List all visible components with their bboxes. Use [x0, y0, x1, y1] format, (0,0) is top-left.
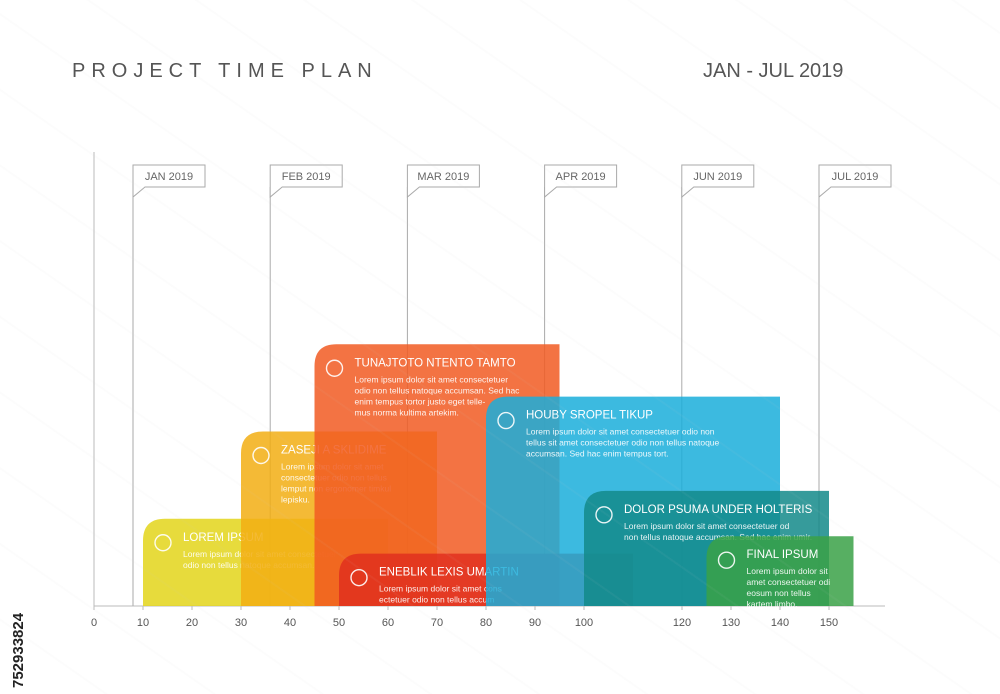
puzzle-icon [252, 446, 270, 465]
x-tick-label: 30 [235, 617, 247, 629]
task-title: DOLOR PSUMA UNDER HOLTERIS [624, 504, 813, 516]
milestone-label: FEB 2019 [282, 171, 331, 183]
task-description-line: enim tempus tortor justo eget telle- [355, 396, 486, 406]
x-tick-label: 120 [673, 617, 691, 629]
x-tick-label: 150 [820, 617, 838, 629]
gears-icon [595, 506, 613, 524]
task-description-line: Lorem ipsum dolor sit amet consectetuer [355, 374, 509, 384]
task-description-line: amet consectetuer odi [747, 577, 831, 587]
task-description-line: kartem limbo. [747, 599, 798, 609]
x-tick-label: 20 [186, 617, 198, 629]
task-description-line: mus norma kultima artekim. [355, 407, 459, 417]
milestone-callout [269, 164, 343, 199]
x-tick-label: 10 [137, 617, 149, 629]
x-tick-label: 70 [431, 617, 443, 629]
task-description-line: ectetuer odio non tellus accum [379, 595, 494, 605]
home-icon [717, 551, 736, 569]
task-title: HOUBY SROPEL TIKUP [526, 410, 653, 422]
milestone-label: JAN 2019 [145, 171, 193, 183]
x-tick-label: 0 [91, 617, 97, 629]
milestone-label: MAR 2019 [417, 171, 469, 183]
task-description-line: Lorem ipsum dolor sit amet cons [379, 584, 502, 594]
task-description-line: accumsan. Sed hac enim tempus tort. [526, 449, 669, 459]
task-description-line: odio non tellus natoque accumsan. Sed ha… [355, 385, 521, 395]
task-title: ENEBLIK LEXIS UMARTIN [379, 567, 519, 579]
task-description-line: non tellus natoque accumsan. Sed hac eni… [624, 532, 812, 542]
lightbulb-icon [154, 534, 172, 552]
milestone-callout [818, 164, 892, 199]
milestone-callout [406, 164, 480, 199]
task-description-line: Lorem ipsum dolor sit [747, 566, 829, 576]
milestone-label: APR 2019 [556, 171, 606, 183]
x-tick-label: 60 [382, 617, 394, 629]
x-tick-label: 50 [333, 617, 345, 629]
task-title: FINAL IPSUM [747, 549, 819, 561]
milestone-callout [681, 164, 755, 199]
period-label: JAN - JUL 2019 [703, 60, 844, 82]
x-tick-label: 40 [284, 617, 296, 629]
milestone-label: JUL 2019 [832, 171, 879, 183]
task-bar [706, 536, 854, 606]
person-icon [350, 568, 368, 587]
milestone-callout [544, 164, 618, 199]
x-tick-label: 80 [480, 617, 492, 629]
x-tick-label: 140 [771, 617, 789, 629]
task-description-line: eosum non tellus [747, 588, 811, 598]
x-tick-label: 100 [575, 617, 593, 629]
milestone-callout [132, 164, 206, 199]
milestone-label: JUN 2019 [693, 171, 742, 183]
page-title: PROJECT TIME PLAN [72, 60, 378, 82]
task-description-line: tellus sit amet consectetuer odio non te… [526, 438, 720, 448]
task-description-line: lepisku. [281, 495, 310, 505]
globe-icon [497, 411, 515, 430]
x-tick-label: 90 [529, 617, 541, 629]
task-description-line: Lorem ipsum dolor sit amet consectetuer … [624, 521, 790, 531]
chat-icon [325, 359, 344, 377]
task-description-line: Lorem ipsum dolor sit amet consectetuer … [526, 427, 715, 437]
x-tick-label: 130 [722, 617, 740, 629]
task-title: TUNAJTOTO NTENTO TAMTO [355, 357, 516, 369]
